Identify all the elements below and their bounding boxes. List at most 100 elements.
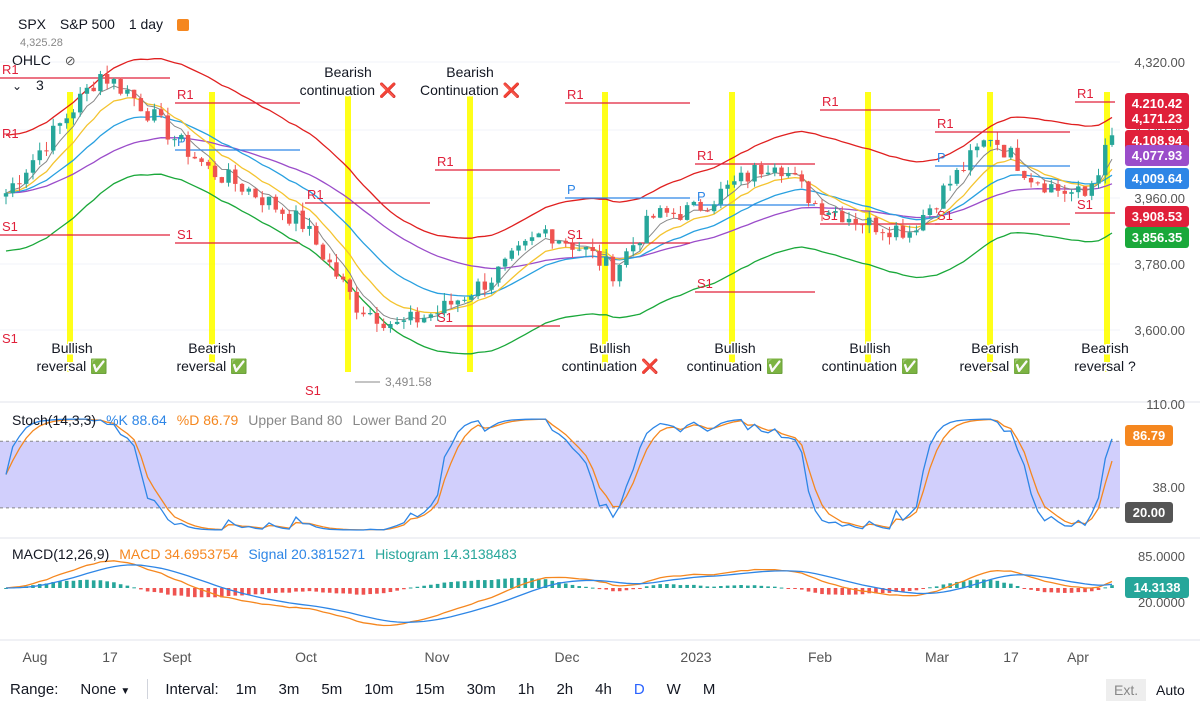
macd-histogram-bar: [921, 588, 925, 589]
price-tag-label: 4,108.94: [1132, 133, 1183, 148]
candle: [597, 251, 602, 266]
candle: [1076, 186, 1081, 193]
annotation-text: Bearish: [188, 340, 235, 356]
alert-icon[interactable]: [176, 19, 189, 32]
macd-histogram-bar: [907, 588, 912, 592]
macd-histogram-bar: [442, 582, 447, 588]
macd-histogram-bar: [894, 588, 898, 592]
pivot-r1-label: R1: [567, 87, 584, 102]
macd-histogram-bar: [375, 588, 379, 594]
candle: [455, 300, 461, 305]
candle: [954, 169, 960, 184]
interval-5m[interactable]: 5m: [321, 680, 343, 698]
macd-histogram-bar: [631, 588, 635, 590]
candle: [44, 150, 49, 152]
candle: [367, 313, 373, 315]
chart-canvas[interactable]: R1S1R1PS1R1R1S1R1PS1R1PS1R1S1R1PS1R1S1S1…: [0, 0, 1200, 670]
candle: [1022, 170, 1027, 179]
macd-histogram-bar: [671, 584, 676, 588]
macd-histogram-bar: [847, 588, 851, 595]
stoch-tag-label: 86.79: [1133, 428, 1166, 443]
candle: [1082, 186, 1088, 196]
candle: [792, 172, 798, 175]
macd-histogram-bar: [1036, 588, 1040, 591]
macd-histogram-bar: [820, 588, 824, 595]
annotation-text: reversal ✅: [36, 358, 107, 375]
candle: [671, 212, 676, 215]
macd-histogram-bar: [71, 580, 76, 588]
candle: [738, 172, 744, 182]
interval-W[interactable]: W: [666, 680, 681, 698]
price-tick-label: 3,600.00: [1134, 323, 1185, 338]
candle: [867, 217, 872, 226]
interval-4h[interactable]: 4h: [595, 680, 612, 698]
auto-button[interactable]: Auto: [1156, 682, 1185, 698]
candle: [1103, 144, 1108, 176]
interval-30m[interactable]: 30m: [466, 680, 496, 698]
candle: [786, 172, 791, 177]
macd-histogram-bar: [294, 588, 298, 592]
eye-hidden-icon[interactable]: ⊘: [64, 53, 76, 68]
macd-histogram-bar: [415, 586, 420, 588]
interval-1h[interactable]: 1h: [517, 680, 535, 698]
stoch-legend[interactable]: Stoch(14,3,3) %K 88.64 %D 86.79 Upper Band …: [12, 412, 457, 428]
macd-tick-label: 20.0000: [1138, 595, 1185, 610]
chevron-down-icon[interactable]: ⌄: [12, 79, 23, 93]
macd-histogram-bar: [799, 588, 804, 590]
macd-histogram-bar: [503, 578, 507, 588]
interval-list: 1m 3m 5m 10m 15m 30m 1h 2h 4h D W M: [225, 681, 727, 698]
candle: [705, 210, 710, 212]
studies-collapse[interactable]: ⌄ 3: [12, 77, 54, 93]
candle: [3, 193, 9, 197]
interval: 1 day: [128, 16, 164, 32]
interval-15m[interactable]: 15m: [415, 680, 445, 698]
macd-histogram-bar: [179, 588, 184, 596]
candle: [604, 256, 609, 266]
candle: [523, 240, 528, 246]
candle: [536, 233, 541, 238]
interval-3m[interactable]: 3m: [278, 680, 300, 698]
interval-10m[interactable]: 10m: [364, 680, 394, 698]
annotation-text: Bullish: [714, 340, 755, 356]
macd-legend[interactable]: MACD(12,26,9) MACD 34.6953754 Signal 20.38…: [12, 546, 527, 562]
macd-histogram-bar: [570, 584, 575, 588]
symbol-legend[interactable]: SPX S&P 500 1 day: [18, 16, 199, 32]
pivot-s1-label: S1: [697, 276, 713, 291]
range-select[interactable]: None ▼: [69, 681, 141, 698]
candle: [840, 211, 845, 223]
candle: [947, 183, 953, 186]
macd-histogram-bar: [941, 584, 946, 588]
interval-1m[interactable]: 1m: [235, 680, 257, 698]
candle: [678, 214, 683, 220]
candle: [772, 167, 778, 173]
interval-D[interactable]: D: [633, 680, 645, 698]
interval-M[interactable]: M: [702, 680, 716, 698]
candle: [813, 203, 818, 205]
pivot-r1-label: R1: [2, 62, 19, 77]
interval-2h[interactable]: 2h: [556, 680, 574, 698]
macd-histogram-bar: [4, 588, 8, 589]
pivot-lines: R1S1R1PS1R1R1S1R1PS1R1PS1R1S1R1PS1R1S1S1…: [0, 62, 1115, 398]
time-axis-label: 17: [1003, 649, 1019, 665]
pivot-r1-label: R1: [2, 126, 19, 141]
caret-down-icon: ▼: [120, 685, 131, 697]
macd-histogram-bar: [260, 588, 265, 595]
macd-histogram-bar: [934, 586, 939, 588]
pivot-p-label: P: [567, 182, 576, 197]
ohlc-toggle[interactable]: OHLC ⊘: [12, 52, 86, 69]
macd-histogram-bar: [590, 587, 595, 589]
macd-histogram-bar: [840, 588, 845, 595]
candle: [684, 205, 690, 220]
candle: [179, 134, 184, 140]
ext-button[interactable]: Ext.: [1106, 679, 1147, 701]
macd-histogram-bar: [267, 588, 271, 594]
signal-line: [5, 564, 1113, 624]
macd-histogram-bar: [826, 588, 831, 595]
candle: [657, 208, 663, 218]
macd-histogram-bar: [226, 588, 231, 597]
symbol: SPX: [18, 16, 47, 32]
candle: [819, 203, 825, 215]
candle: [71, 112, 76, 119]
time-axis-label: Sept: [163, 649, 192, 665]
macd-histogram-bar: [388, 588, 393, 593]
